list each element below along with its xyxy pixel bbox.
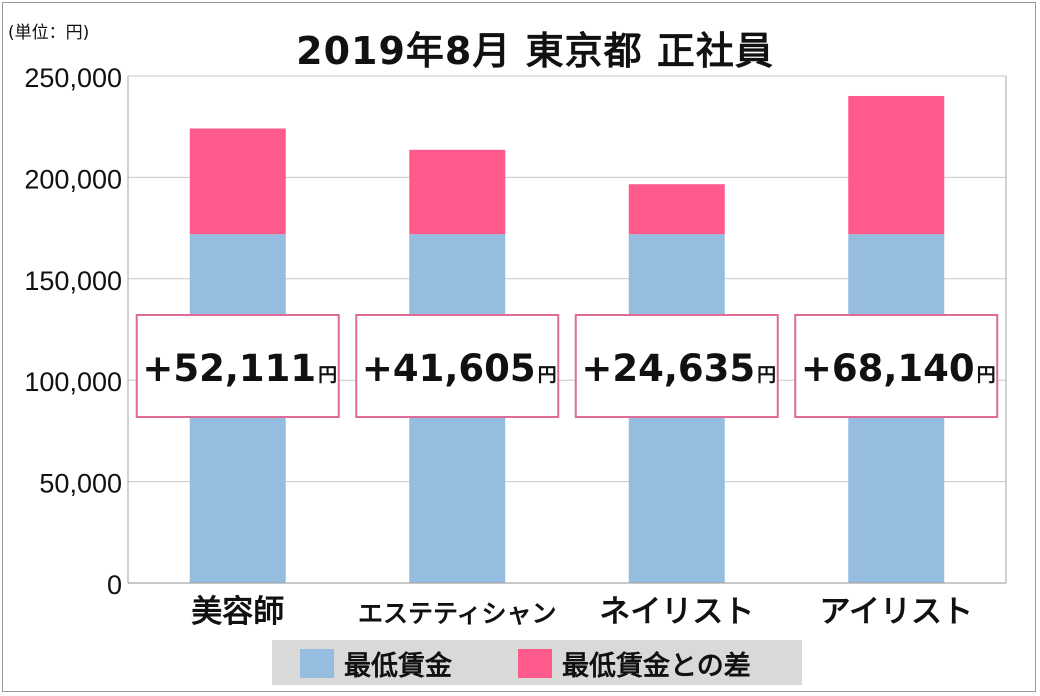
y-tick-label: 50,000 (39, 469, 122, 499)
x-category-label: ネイリスト (599, 594, 754, 630)
legend-item-diff: 最低賃金との差 (518, 648, 751, 682)
bar-diff (189, 128, 286, 235)
y-tick-label: 100,000 (24, 367, 122, 397)
bar-diff (409, 149, 506, 235)
x-category-label: 美容師 (191, 594, 284, 630)
y-tick-label: 250,000 (24, 63, 122, 93)
callout-box (135, 314, 340, 418)
x-category-label: エステティシャン (358, 599, 557, 628)
callout-label: +52,111 円 (142, 347, 337, 390)
unit-label: (単位：円) (8, 23, 90, 43)
callout-box (574, 314, 779, 418)
callout-label: +24,635 円 (581, 347, 776, 390)
callout-box (794, 314, 999, 418)
legend-swatch-min-wage (300, 648, 334, 678)
legend-label-diff: 最低賃金との差 (562, 650, 751, 682)
bar-diff (848, 95, 945, 235)
callout-label: +68,140 円 (801, 347, 996, 390)
chart-title: 2019年8月 東京都 正社員 (296, 29, 774, 73)
stacked-bar-chart: 0 50,000 100,000 150,000 200,000 250,000 美容師 +5… (24, 63, 1007, 630)
callout-box (355, 314, 560, 418)
y-tick-label: 150,000 (24, 266, 122, 296)
legend-label-min-wage: 最低賃金 (344, 650, 452, 682)
bar-diff (628, 184, 725, 235)
legend: 最低賃金 最低賃金との差 (272, 640, 802, 685)
callout-label: +41,605 円 (362, 347, 557, 390)
x-category-label: アイリスト (820, 594, 973, 630)
legend-swatch-diff (518, 648, 552, 678)
y-tick-label: 0 (107, 570, 122, 600)
y-tick-label: 200,000 (24, 164, 122, 194)
legend-item-min-wage: 最低賃金 (300, 648, 452, 682)
